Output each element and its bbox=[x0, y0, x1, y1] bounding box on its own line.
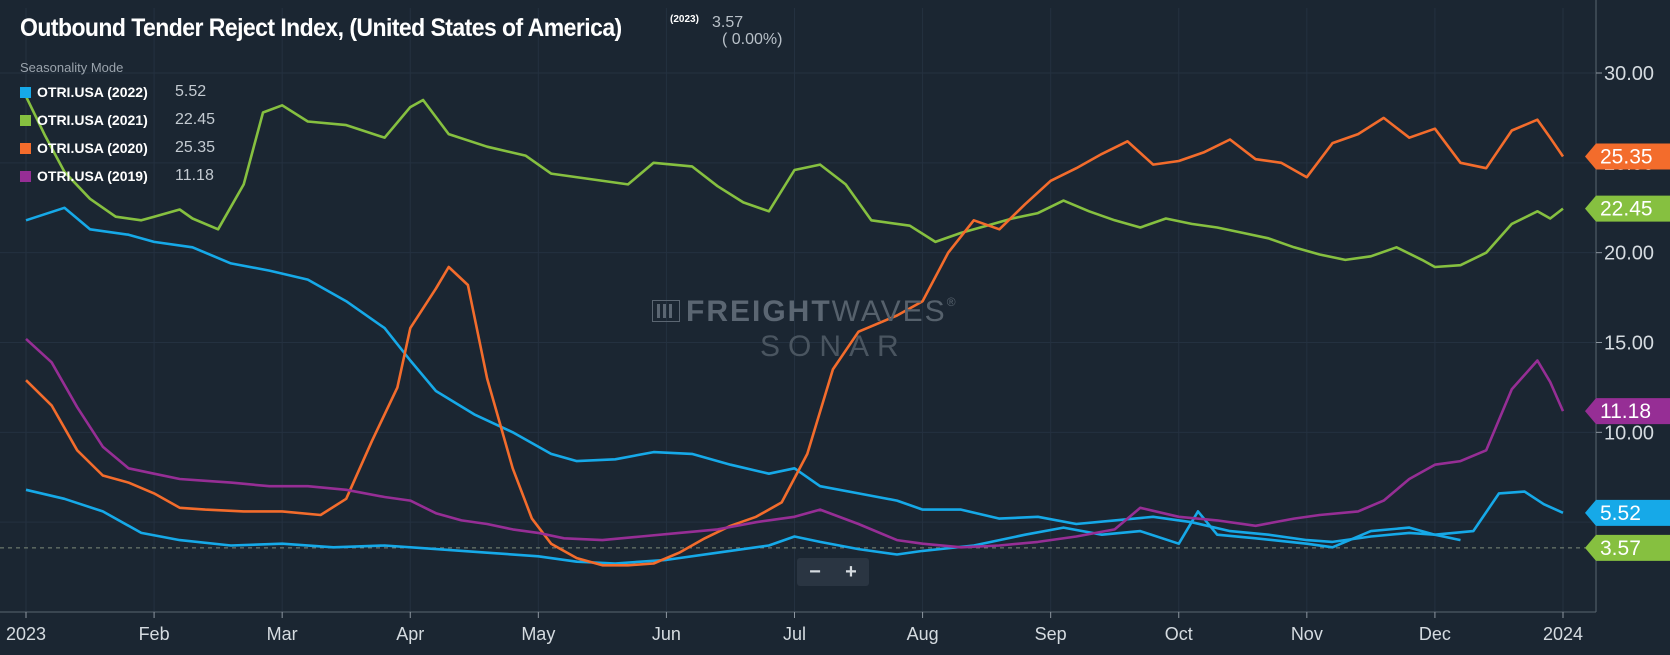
x-tick-label: Mar bbox=[267, 624, 298, 644]
watermark-product: SONAR bbox=[760, 330, 907, 363]
y-tick-label: 30.00 bbox=[1604, 63, 1654, 85]
legend-swatch bbox=[20, 114, 31, 126]
last-value-tag-4: 11.18 bbox=[1585, 398, 1670, 425]
last-value-tag-2-text: 22.45 bbox=[1600, 198, 1653, 221]
legend-swatch bbox=[20, 142, 31, 154]
x-tick-label: 2023 bbox=[6, 624, 46, 644]
last-value-labels: 5.52 22.45 25.35 11.18 3.57 bbox=[1585, 143, 1670, 561]
last-value-tag-0: 5.52 bbox=[1585, 499, 1670, 526]
current-value: 3.57 bbox=[712, 14, 744, 31]
legend-name: OTRI.USA (2020) bbox=[37, 140, 148, 156]
current-value-tag: 3.57 bbox=[1585, 534, 1670, 561]
series-line-2 bbox=[24, 95, 1564, 269]
legend-value: 25.35 bbox=[175, 139, 216, 156]
legend-item[interactable]: OTRI.USA (2020) 25.35 bbox=[20, 134, 215, 162]
last-value-tag-3-bg bbox=[1585, 143, 1670, 170]
series-line-4 bbox=[25, 337, 1565, 549]
legend-value: 11.18 bbox=[175, 167, 214, 184]
legend-name: OTRI.USA (2021) bbox=[37, 112, 148, 128]
zoom-out-button[interactable]: − bbox=[809, 560, 821, 583]
x-axis: 2023 Feb Mar Apr May Jun Jul Aug Sep Oct Nov Dec 202… bbox=[6, 612, 1583, 644]
legend-swatch bbox=[20, 170, 31, 182]
legend-swatch bbox=[20, 86, 31, 98]
title-year: (2023) bbox=[670, 14, 699, 25]
legend-name: OTRI.USA (2022) bbox=[37, 84, 148, 100]
freightwaves-logo-icon bbox=[652, 300, 680, 322]
legend-value: 22.45 bbox=[175, 111, 216, 128]
zoom-control: − + bbox=[797, 558, 869, 586]
watermark-brand-b: WAVES bbox=[831, 295, 947, 328]
chart-title: Outbound Tender Reject Index, (United St… bbox=[20, 14, 674, 43]
x-tick-label: Jul bbox=[783, 624, 806, 644]
current-value-tag-text: 3.57 bbox=[1600, 537, 1641, 560]
current-value-tag-bg bbox=[1585, 534, 1670, 561]
last-value-tag-0-text: 5.52 bbox=[1600, 502, 1641, 525]
page-title: Outbound Tender Reject Index, (United St… bbox=[20, 14, 622, 42]
x-tick-label: 2024 bbox=[1543, 624, 1583, 644]
series-lines bbox=[24, 95, 1565, 567]
last-value-tag-4-text: 11.18 bbox=[1600, 400, 1651, 423]
x-tick-label: Aug bbox=[907, 624, 939, 644]
last-value-tag-4-bg bbox=[1585, 398, 1670, 425]
seasonality-mode-label: Seasonality Mode bbox=[20, 60, 124, 75]
x-tick-label: May bbox=[521, 624, 555, 644]
legend-value: 5.52 bbox=[175, 83, 207, 100]
last-value-tag-2: 22.45 bbox=[1585, 195, 1670, 222]
last-value-tag-3-text: 25.35 bbox=[1600, 146, 1653, 169]
legend-item[interactable]: OTRI.USA (2019) 11.18 bbox=[20, 162, 215, 190]
watermark-brand-a: FREIGHT bbox=[686, 295, 832, 328]
last-value-tag-0-bg bbox=[1585, 499, 1670, 526]
y-tick-label: 20.00 bbox=[1604, 243, 1654, 265]
x-tick-label: Jun bbox=[652, 624, 681, 644]
x-axis-panel bbox=[0, 612, 1596, 655]
x-tick-label: Apr bbox=[396, 624, 424, 644]
zoom-in-button[interactable]: + bbox=[845, 560, 857, 583]
current-change: ( 0.00%) bbox=[722, 31, 783, 48]
x-tick-label: Feb bbox=[139, 624, 170, 644]
last-value-tag-3: 25.35 bbox=[1585, 143, 1670, 170]
x-tick-label: Sep bbox=[1035, 624, 1067, 644]
x-tick-label: Nov bbox=[1291, 624, 1323, 644]
series-line-1 bbox=[25, 488, 1461, 565]
x-tick-label: Oct bbox=[1165, 624, 1193, 644]
x-tick-label: Dec bbox=[1419, 624, 1451, 644]
legend-item[interactable]: OTRI.USA (2022) 5.52 bbox=[20, 78, 215, 106]
last-value-tag-2-bg bbox=[1585, 195, 1670, 222]
legend-item[interactable]: OTRI.USA (2021) 22.45 bbox=[20, 106, 215, 134]
y-tick-label: 15.00 bbox=[1604, 333, 1654, 355]
legend: OTRI.USA (2022) 5.52 OTRI.USA (2021) 22.… bbox=[20, 78, 215, 190]
y-tick-label: 10.00 bbox=[1604, 422, 1654, 444]
watermark-trademark: ® bbox=[946, 295, 958, 309]
legend-name: OTRI.USA (2019) bbox=[37, 168, 148, 184]
watermark-brand: FREIGHTWAVES® bbox=[686, 295, 958, 329]
series-line-3 bbox=[25, 116, 1565, 567]
